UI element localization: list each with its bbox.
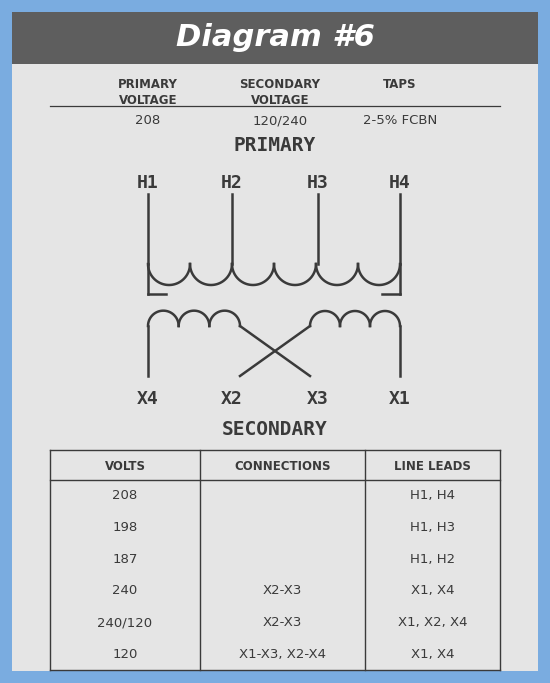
Text: X1, X4: X1, X4 [411,647,454,660]
Text: 208: 208 [135,114,161,127]
Text: PRIMARY
VOLTAGE: PRIMARY VOLTAGE [118,78,178,107]
Text: VOLTS: VOLTS [104,460,146,473]
Text: X1: X1 [389,390,411,408]
Text: X1, X4: X1, X4 [411,585,454,598]
Text: TAPS: TAPS [383,78,417,91]
Text: H1, H2: H1, H2 [410,553,455,566]
Text: X1, X2, X4: X1, X2, X4 [398,616,468,629]
Text: LINE LEADS: LINE LEADS [394,460,471,473]
Text: 240: 240 [112,585,138,598]
Text: 2-5% FCBN: 2-5% FCBN [363,114,437,127]
Text: H1, H4: H1, H4 [410,489,455,502]
Text: H1, H3: H1, H3 [410,521,455,534]
Text: SECONDARY: SECONDARY [222,420,328,439]
Text: X3: X3 [307,390,329,408]
Text: PRIMARY: PRIMARY [234,136,316,155]
Text: Diagram #6: Diagram #6 [175,23,375,53]
Text: 120: 120 [112,647,138,660]
Text: X1-X3, X2-X4: X1-X3, X2-X4 [239,647,326,660]
Text: 120/240: 120/240 [252,114,307,127]
Text: 208: 208 [112,489,138,502]
Text: X2: X2 [221,390,243,408]
Text: 187: 187 [112,553,138,566]
Bar [12,12,538,64]
Text: H1: H1 [137,174,159,192]
Text: X4: X4 [137,390,159,408]
Text: H4: H4 [389,174,411,192]
Text: 240/120: 240/120 [97,616,152,629]
Text: CONNECTIONS: CONNECTIONS [234,460,331,473]
Text: SECONDARY
VOLTAGE: SECONDARY VOLTAGE [239,78,321,107]
Text: X2-X3: X2-X3 [263,616,302,629]
Text: H3: H3 [307,174,329,192]
Text: X2-X3: X2-X3 [263,585,302,598]
Text: 198: 198 [112,521,138,534]
Text: H2: H2 [221,174,243,192]
